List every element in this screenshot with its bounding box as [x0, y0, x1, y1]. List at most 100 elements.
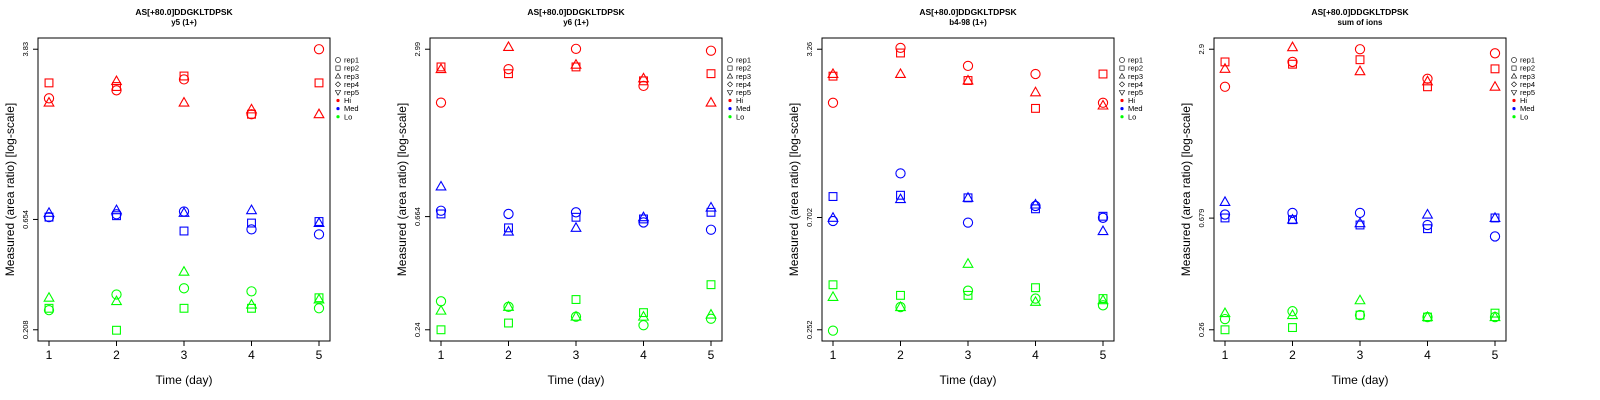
data-point-lo-rep3: [637, 310, 650, 321]
y-tick-label: 0.679: [1197, 209, 1206, 228]
legend-label-rep5: rep5: [344, 88, 359, 97]
legend-label-rep5: rep5: [736, 88, 751, 97]
legend-marker-rep1: [335, 57, 341, 63]
legend-dot-Lo: [336, 115, 340, 119]
legend-dot-Hi: [1512, 98, 1516, 103]
legend-label-rep1: rep1: [344, 56, 359, 65]
data-point-med-rep1: [111, 209, 122, 220]
data-point-hi-rep2: [1031, 103, 1040, 113]
legend-marker-rep5: [1510, 90, 1518, 96]
data-point-lo-rep2: [179, 303, 189, 313]
data-point-lo-rep3: [1097, 294, 1109, 305]
legend-label-rep3: rep3: [344, 72, 359, 81]
data-point-lo-rep1: [1287, 306, 1298, 317]
chart-subtitle: y5 (1+): [171, 18, 197, 27]
legend-label-Med: Med: [1520, 104, 1535, 113]
legend-marker-rep2: [1119, 65, 1125, 71]
data-point-hi-rep3: [1029, 86, 1042, 97]
data-point-hi-rep1: [895, 42, 906, 54]
data-point-lo-rep3: [894, 300, 907, 312]
data-point-hi-rep2: [706, 69, 716, 79]
data-point-med-rep3: [1421, 208, 1434, 219]
data-point-hi-rep1: [962, 60, 974, 72]
data-point-lo-rep1: [246, 286, 257, 297]
data-point-med-rep2: [1220, 213, 1230, 223]
chart-subtitle: y6 (1+): [563, 18, 589, 27]
legend-label-Hi: Hi: [1128, 96, 1135, 105]
legend-label-Lo: Lo: [344, 112, 352, 121]
chart-title: AS[+80.0]DDGKLTDPSK: [919, 7, 1017, 17]
data-point-med-rep1: [1219, 209, 1231, 220]
legend-label-rep4: rep4: [1128, 80, 1143, 89]
legend-marker-rep3: [1510, 72, 1518, 79]
data-point-hi-rep2: [314, 78, 324, 88]
data-point-med-rep1: [246, 224, 257, 235]
data-point-lo-rep3: [435, 304, 447, 315]
data-point-lo-rep2: [639, 308, 648, 318]
legend-label-rep2: rep2: [1128, 64, 1143, 73]
y-axis-label: Measured (area ratio) [log-scale]: [3, 103, 17, 276]
data-point-med-rep2: [504, 223, 513, 233]
data-point-lo-rep3: [43, 291, 55, 302]
data-point-lo-rep2: [571, 295, 581, 304]
data-point-med-rep1: [503, 208, 514, 220]
data-point-hi-rep2: [179, 71, 189, 81]
data-point-hi-rep2: [1288, 59, 1297, 69]
data-point-med-rep2: [828, 192, 838, 201]
data-point-med-rep3: [1286, 213, 1299, 224]
x-axis-label: Time (day): [1332, 373, 1389, 387]
data-point-lo-rep3: [570, 310, 582, 321]
legend-label-rep4: rep4: [1520, 80, 1535, 89]
data-point-hi-rep3: [705, 96, 717, 107]
legend-marker-rep5: [726, 90, 734, 96]
data-point-lo-rep2: [1355, 310, 1365, 320]
legend-label-Lo: Lo: [1520, 112, 1528, 121]
data-point-med-rep1: [1422, 219, 1433, 231]
legend-label-rep1: rep1: [736, 56, 751, 65]
data-point-lo-rep1: [1030, 293, 1041, 304]
data-point-hi-rep1: [1287, 56, 1298, 68]
legend-dot-Hi: [728, 98, 732, 103]
legend-dot-Med: [1120, 107, 1124, 111]
legend-label-rep1: rep1: [1520, 56, 1535, 65]
x-axis-label: Time (day): [940, 373, 997, 387]
y-tick-label: 3.26: [805, 42, 814, 57]
data-point-lo-rep3: [110, 294, 123, 306]
y-tick-label: 0.252: [805, 320, 814, 339]
data-point-hi-rep1: [246, 109, 257, 120]
legend-marker-rep1: [1119, 57, 1125, 63]
data-point-hi-rep1: [313, 44, 325, 55]
legend-label-Lo: Lo: [1128, 112, 1136, 121]
data-point-hi-rep2: [1423, 82, 1432, 92]
data-point-lo-rep3: [1421, 310, 1434, 322]
data-point-lo-rep1: [962, 285, 974, 296]
legend-marker-rep4: [1511, 81, 1517, 88]
x-tick-label: 5: [708, 348, 715, 362]
data-point-med-rep1: [895, 168, 906, 179]
data-point-med-rep2: [179, 226, 189, 236]
legend-dot-Lo: [1512, 115, 1516, 119]
x-tick-label: 5: [1100, 348, 1107, 362]
data-point-lo-rep3: [502, 300, 515, 311]
data-point-med-rep2: [896, 190, 905, 200]
data-point-med-rep3: [502, 225, 515, 236]
data-point-lo-rep3: [313, 293, 325, 304]
data-point-hi-rep3: [827, 67, 839, 79]
data-point-hi-rep3: [502, 40, 515, 52]
legend-marker-rep2: [727, 65, 733, 71]
data-point-lo-rep3: [1286, 308, 1299, 320]
data-point-med-rep1: [1354, 207, 1366, 219]
x-tick-label: 1: [830, 348, 837, 362]
legend-dot-Lo: [728, 115, 732, 119]
data-point-med-rep3: [1219, 195, 1231, 206]
legend-marker-rep2: [1511, 65, 1517, 71]
data-point-hi-rep3: [435, 62, 447, 74]
data-point-hi-rep3: [1219, 62, 1231, 73]
data-point-med-rep3: [245, 204, 258, 215]
data-point-med-rep3: [43, 206, 55, 217]
